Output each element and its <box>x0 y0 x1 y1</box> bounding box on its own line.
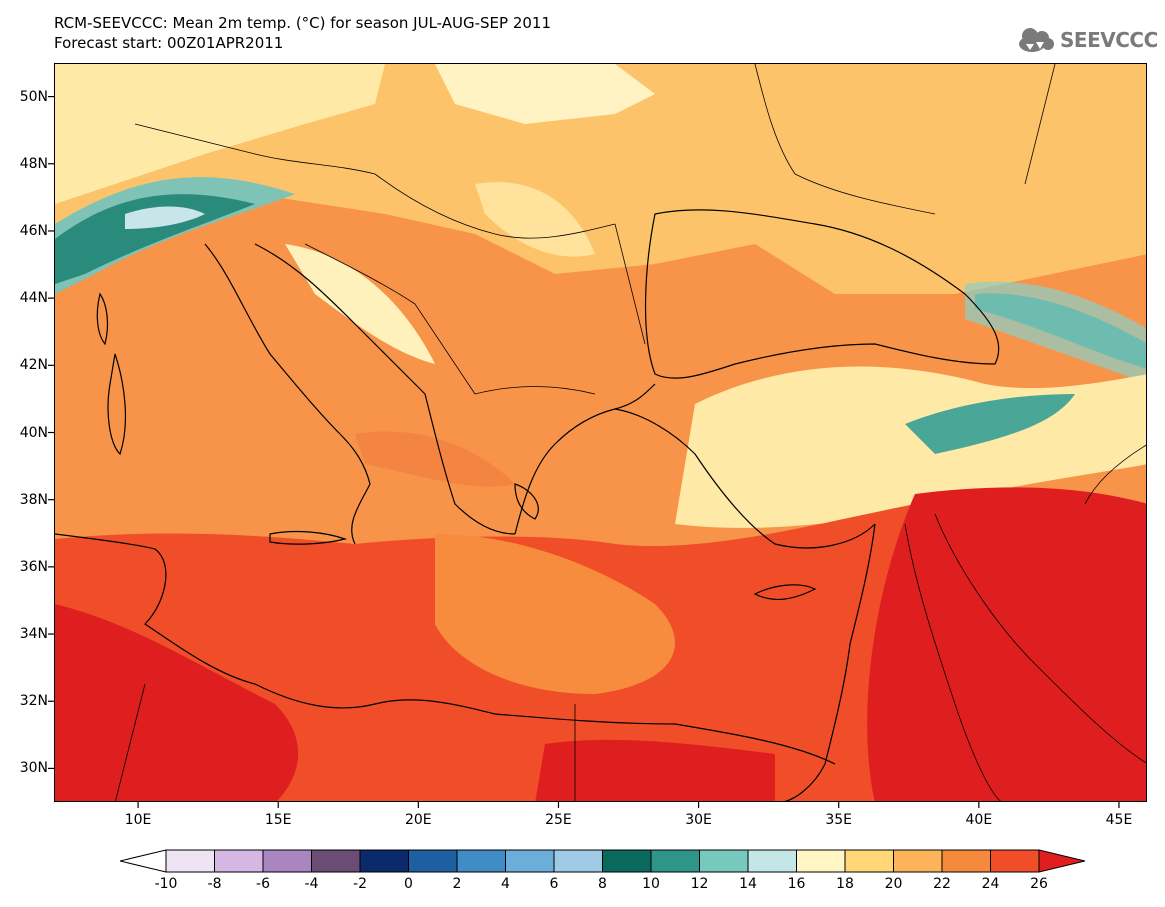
colorbar-label: -4 <box>304 876 319 892</box>
lat-label: 34N <box>19 626 48 643</box>
colorbar-label: -10 <box>154 876 178 892</box>
lat-label: 48N <box>19 155 48 172</box>
lon-label: 40E <box>965 812 993 828</box>
colorbar-label: 18 <box>836 876 854 892</box>
lon-label: 10E <box>124 812 152 828</box>
colorbar-bin <box>214 849 264 873</box>
lat-label: 32N <box>19 693 48 710</box>
colorbar-under-triangle <box>120 849 167 873</box>
colorbar-bin <box>456 849 506 873</box>
colorbar-label: 20 <box>884 876 903 892</box>
logo-text: SEEVCCC <box>1060 28 1158 52</box>
colorbar-bin <box>796 849 846 873</box>
colorbar-bin <box>359 849 409 873</box>
colorbar-label: 10 <box>642 876 660 892</box>
borders <box>115 64 1146 801</box>
colorbar-label: -2 <box>353 876 367 892</box>
temperature-map <box>54 63 1147 802</box>
lon-label: 25E <box>545 812 572 828</box>
coastlines <box>55 209 1000 801</box>
lat-label: 30N <box>19 760 48 777</box>
colorbar-label: 16 <box>787 876 806 892</box>
seevccc-logo <box>1019 28 1054 52</box>
colorbar-bin <box>262 849 312 873</box>
colorbar-label: 14 <box>739 876 757 892</box>
lat-label: 38N <box>19 491 48 508</box>
colorbar-label: 26 <box>1030 876 1048 892</box>
colorbar <box>120 849 1085 873</box>
colorbar-label: 8 <box>598 876 607 892</box>
colorbar-label: 22 <box>933 876 951 892</box>
lat-label: 50N <box>19 88 48 105</box>
colorbar-bin <box>311 849 361 873</box>
colorbar-bin <box>990 849 1040 873</box>
colorbar-label: 24 <box>981 876 1000 892</box>
colorbar-bin <box>893 849 943 873</box>
colorbar-label: -8 <box>207 876 222 892</box>
colorbar-bin <box>165 849 215 873</box>
colorbar-bin <box>844 849 894 873</box>
lat-label: 42N <box>19 357 48 374</box>
colorbar-bin <box>747 849 797 873</box>
lat-label: 44N <box>19 290 48 307</box>
colorbar-label: 0 <box>404 876 413 892</box>
colorbar-label: -6 <box>256 876 270 892</box>
colorbar-over-triangle <box>1038 849 1085 873</box>
colorbar-bin <box>650 849 700 873</box>
chart-subtitle: Forecast start: 00Z01APR2011 <box>54 34 284 52</box>
colorbar-bin <box>505 849 555 873</box>
chart-title: RCM-SEEVCCC: Mean 2m temp. (°C) for seas… <box>54 14 552 32</box>
colorbar-label: 4 <box>501 876 510 892</box>
map-svg <box>55 64 1146 801</box>
colorbar-label: 12 <box>690 876 709 892</box>
cloud-icon <box>1019 28 1054 52</box>
lat-label: 36N <box>19 558 48 575</box>
colorbar-bin <box>941 849 991 873</box>
lon-label: 20E <box>404 812 432 828</box>
colorbar-bin <box>699 849 749 873</box>
lat-label: 46N <box>19 222 48 239</box>
lon-label: 15E <box>264 812 292 828</box>
colorbar-bin <box>408 849 458 873</box>
lon-label: 35E <box>825 812 853 828</box>
colorbar-label: 2 <box>452 876 462 892</box>
colorbar-label: 6 <box>549 876 559 892</box>
colorbar-bin <box>553 849 603 873</box>
colorbar-bin <box>602 849 652 873</box>
lon-label: 30E <box>685 812 712 828</box>
lon-label: 45E <box>1105 812 1133 828</box>
lat-label: 40N <box>19 424 48 441</box>
